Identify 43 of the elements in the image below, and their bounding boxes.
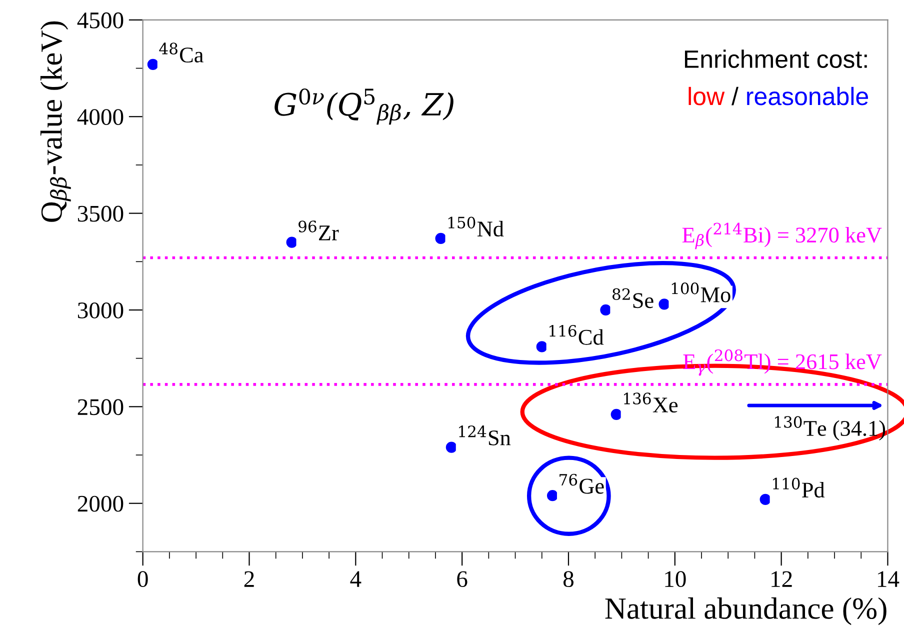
point — [286, 236, 298, 248]
point — [610, 408, 622, 420]
annotation: low — [688, 86, 725, 106]
annotation: $^{82}$Se — [612, 288, 654, 308]
x-tick-label: 6 — [457, 571, 468, 588]
point — [658, 298, 670, 310]
annotation: $^{76}$Ge — [560, 474, 604, 494]
annotation: $^{130}$Te (34.1) — [775, 416, 886, 440]
x-tick-label: 12 — [772, 571, 792, 587]
annotation: $^{48}$Ca — [159, 42, 204, 63]
point — [546, 490, 558, 502]
annotation: $^{100}$Mo — [672, 282, 730, 302]
x-tick-label: 14 — [878, 571, 900, 587]
y-tick-label: 4500 — [77, 12, 124, 28]
point — [147, 58, 158, 70]
annotation: G$^{0ν}$(Q$^{5}$$_{ββ}$, Z) — [274, 88, 454, 125]
y-tick-label: 2500 — [78, 399, 124, 416]
x-tick-label: 10 — [665, 571, 686, 588]
y-tick-label: 3500 — [78, 206, 124, 222]
point — [536, 341, 548, 352]
y-tick-label: 3000 — [78, 302, 124, 318]
y-tick-label: 2000 — [78, 496, 124, 512]
annotation: $^{110}$Pd — [773, 478, 825, 498]
annotation: / — [732, 86, 738, 106]
point — [600, 304, 612, 316]
annotation: Enrichment cost: — [684, 50, 867, 68]
x-axis-title: Natural abundance (%) — [605, 597, 886, 626]
x-tick-label: 4 — [350, 571, 362, 587]
annotation: $^{136}$Xe — [624, 392, 678, 413]
annotation: reasonable — [747, 86, 868, 106]
x-tick-label: 0 — [138, 571, 148, 588]
y-tick-label: 4000 — [77, 109, 124, 126]
annotation: $^{96}$Zr — [298, 220, 339, 240]
y-axis-title: Q$_{ββ}$-value (keV) — [40, 21, 71, 222]
x-tick-label: 2 — [244, 571, 254, 587]
annotation: $^{124}$Sn — [459, 426, 511, 446]
ref-line-label: E$_{β}$($^{214}$Bi) = 3270 keV — [682, 222, 882, 250]
point — [446, 442, 457, 453]
x-tick-label: 8 — [563, 571, 574, 588]
annotation: $^{150}$Nd — [448, 216, 504, 237]
annotation: $^{116}$Cd — [550, 324, 604, 345]
point — [760, 494, 771, 506]
point — [435, 232, 446, 244]
